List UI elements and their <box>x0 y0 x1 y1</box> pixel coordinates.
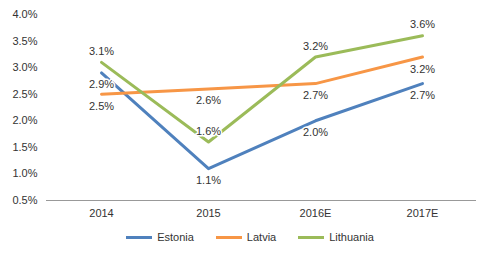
svg-text:2.5%: 2.5% <box>89 100 114 112</box>
svg-text:1.5%: 1.5% <box>12 141 37 153</box>
svg-text:1.1%: 1.1% <box>196 174 221 186</box>
svg-text:2.0%: 2.0% <box>12 114 37 126</box>
svg-text:2.6%: 2.6% <box>196 94 221 106</box>
svg-text:2014: 2014 <box>89 207 113 219</box>
svg-text:2.7%: 2.7% <box>303 89 328 101</box>
svg-text:2.9%: 2.9% <box>89 78 114 90</box>
svg-text:2.5%: 2.5% <box>12 88 37 100</box>
svg-text:2.7%: 2.7% <box>410 89 435 101</box>
svg-text:1.0%: 1.0% <box>12 167 37 179</box>
svg-text:3.5%: 3.5% <box>12 35 37 47</box>
svg-text:0.5%: 0.5% <box>12 194 37 206</box>
svg-text:3.2%: 3.2% <box>410 63 435 75</box>
html-text:Estonia: Estonia <box>157 231 194 243</box>
html-text:Latvia: Latvia <box>246 231 277 243</box>
svg-text:1.6%: 1.6% <box>196 125 221 137</box>
html-text:Lithuania: Lithuania <box>329 231 374 243</box>
svg-text:4.0%: 4.0% <box>12 8 37 20</box>
svg-text:2017E: 2017E <box>407 207 439 219</box>
svg-text:3.1%: 3.1% <box>89 45 114 57</box>
svg-text:2016E: 2016E <box>300 207 332 219</box>
svg-text:3.2%: 3.2% <box>303 40 328 52</box>
svg-text:2015: 2015 <box>196 207 220 219</box>
svg-text:3.0%: 3.0% <box>12 61 37 73</box>
svg-text:3.6%: 3.6% <box>410 18 435 30</box>
svg-text:2.0%: 2.0% <box>303 126 328 138</box>
